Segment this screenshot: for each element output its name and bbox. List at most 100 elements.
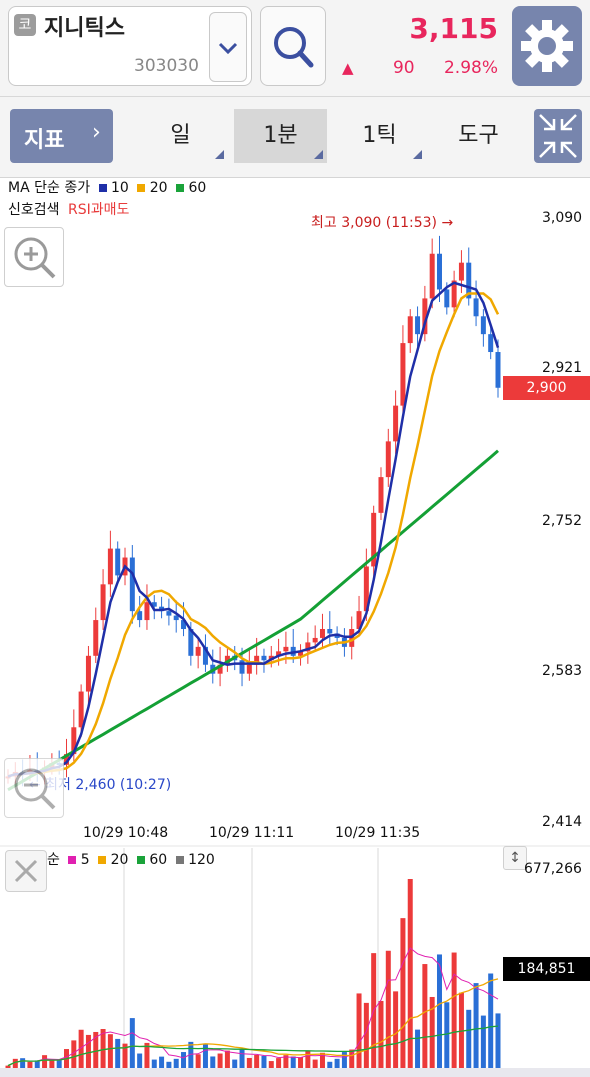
volume-bar [246,1057,252,1068]
zoom-out-button[interactable] [4,758,64,818]
volume-bar [56,1059,62,1068]
volume-bar [34,1060,40,1068]
signal-value: RSI과매도 [67,202,130,218]
candle [429,253,435,299]
x-tick-label: 10/29 11:35 [335,825,421,841]
candle [107,548,113,585]
volume-bar [356,993,362,1068]
candle [436,253,442,290]
candle [488,334,494,353]
y-tick-label: 2,921 [542,360,583,376]
tab-1tick[interactable]: 1틱 [333,109,426,163]
high-annotation: 최고 3,090 (11:53) → [311,215,454,231]
tab-tools-label: 도구 [458,123,499,148]
volume-bar [422,964,428,1068]
candle [305,642,311,652]
volume-bar [341,1052,347,1068]
volume-bar [254,1055,260,1068]
volume-bar [298,1057,304,1068]
candle [261,655,267,661]
volume-bar [20,1058,26,1068]
candle [327,629,333,634]
ma10-line [7,281,500,778]
candle [85,655,91,692]
volume-bar [363,1002,369,1068]
volume-bar [276,1058,282,1068]
volume-bar [166,1061,172,1068]
price-change-row: ▲ 90 2.98% [342,58,498,78]
candle [217,664,223,674]
candle [480,316,486,335]
volume-ma5-line [7,947,499,1067]
tab-1min[interactable]: 1분 [234,109,327,163]
volume-bar [217,1053,223,1068]
volume-bar [488,973,494,1068]
resize-panel-button[interactable]: ↕ [503,846,527,870]
indicator-label: 지표 [24,128,65,153]
search-icon [274,27,314,68]
candle [137,611,143,621]
gear-icon [521,20,573,72]
volume-bar [334,1058,340,1068]
volume-bar [407,879,413,1068]
volume-bar [458,992,464,1068]
close-volume-button[interactable] [5,850,47,892]
volume-bar [71,1040,77,1068]
volume-bar [5,1065,11,1068]
volume-bar [327,1061,333,1068]
volume-bar [129,1018,135,1068]
volume-bar [305,1050,311,1068]
volume-bar [188,1041,194,1068]
volume-bar [78,1029,84,1068]
search-button[interactable] [260,6,326,86]
tab-day[interactable]: 일 [133,109,228,163]
volume-bar [202,1043,208,1068]
candle [363,566,369,612]
volume-bar [400,918,406,1068]
candle [144,602,150,621]
volume-bar [181,1052,187,1068]
legend-vma20: 20 [94,852,128,868]
chart-canvas[interactable] [0,178,590,1077]
stock-dropdown-button[interactable] [209,12,247,82]
volume-bar [173,1058,179,1068]
volume-bar [12,1058,18,1068]
candle [276,651,282,656]
volume-bar [283,1055,289,1068]
tab-day-label: 일 [170,123,191,148]
settings-button[interactable] [512,6,582,86]
x-tick-label: 10/29 10:48 [83,825,169,841]
candle [100,584,106,621]
tab-tools[interactable]: 도구 [432,109,525,163]
candle [371,512,377,567]
bottom-bar [0,1068,590,1077]
volume-bar [495,1013,501,1068]
candle [407,316,413,344]
volume-bar [122,1043,128,1068]
price-change-pct: 2.98% [443,58,498,78]
volume-bar [85,1034,91,1068]
close-icon [14,859,38,883]
collapse-arrows-icon [539,114,577,158]
candle [319,629,325,638]
volume-bar [159,1056,165,1068]
fullscreen-button[interactable] [534,109,582,163]
candle [129,557,135,612]
volume-bar [232,1059,238,1068]
volume-bar [49,1060,55,1068]
candle [385,441,391,478]
volume-max-label: 677,266 [524,861,582,877]
candle [181,620,187,630]
candle [400,343,406,406]
zoom-in-button[interactable] [4,227,64,287]
indicator-button[interactable]: 지표 › [10,109,113,163]
volume-bar [349,1049,355,1068]
volume-bar [210,1056,216,1068]
volume-bar [261,1055,267,1068]
stock-name[interactable]: 지니틱스 [44,16,125,41]
candle [283,646,289,652]
candle [451,280,457,308]
legend-vma5: 5 [64,852,90,868]
volume-bar [415,1029,421,1068]
candle [239,660,245,674]
